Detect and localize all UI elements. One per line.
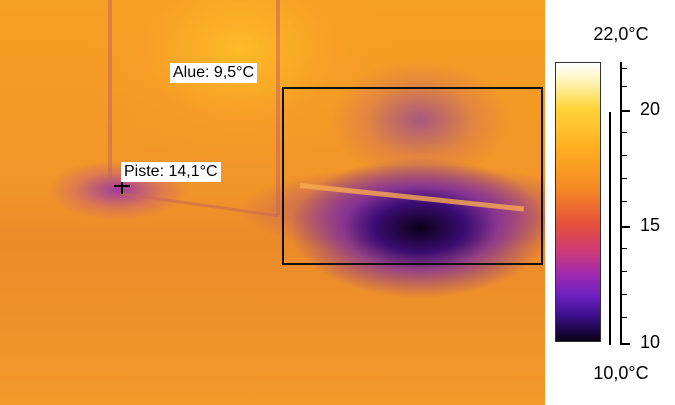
scale-tick xyxy=(620,132,627,133)
scale-tick xyxy=(620,294,627,295)
scale-min-label: 10,0°C xyxy=(593,363,649,383)
scale-tick xyxy=(620,226,630,228)
scale-tick xyxy=(620,178,627,179)
scale-range-line xyxy=(609,112,611,345)
scale-tick xyxy=(620,110,630,112)
scale-max-label: 22,0°C xyxy=(593,24,649,44)
scale-tick xyxy=(620,68,627,69)
scale-tick xyxy=(620,248,627,249)
point-temperature-label: Piste: 14,1°C xyxy=(121,162,221,182)
scale-tick xyxy=(620,271,627,272)
area-temperature-label: Alue: 9,5°C xyxy=(170,63,258,83)
window-frame-edge xyxy=(276,0,280,215)
scale-tick-label: 10 xyxy=(640,332,661,352)
scale-tick xyxy=(620,343,630,345)
temperature-scale-bar xyxy=(555,62,601,342)
scale-tick xyxy=(620,86,627,87)
scale-tick xyxy=(620,155,627,156)
scale-axis xyxy=(620,62,622,345)
wall-corner-edge xyxy=(108,0,112,180)
measurement-area-box[interactable] xyxy=(282,87,543,265)
scale-tick xyxy=(620,317,627,318)
thermal-image xyxy=(0,0,545,405)
scale-tick xyxy=(620,201,627,202)
floor-edge xyxy=(119,192,279,218)
scale-tick-label: 15 xyxy=(640,215,661,235)
scale-tick-label: 20 xyxy=(640,99,661,119)
